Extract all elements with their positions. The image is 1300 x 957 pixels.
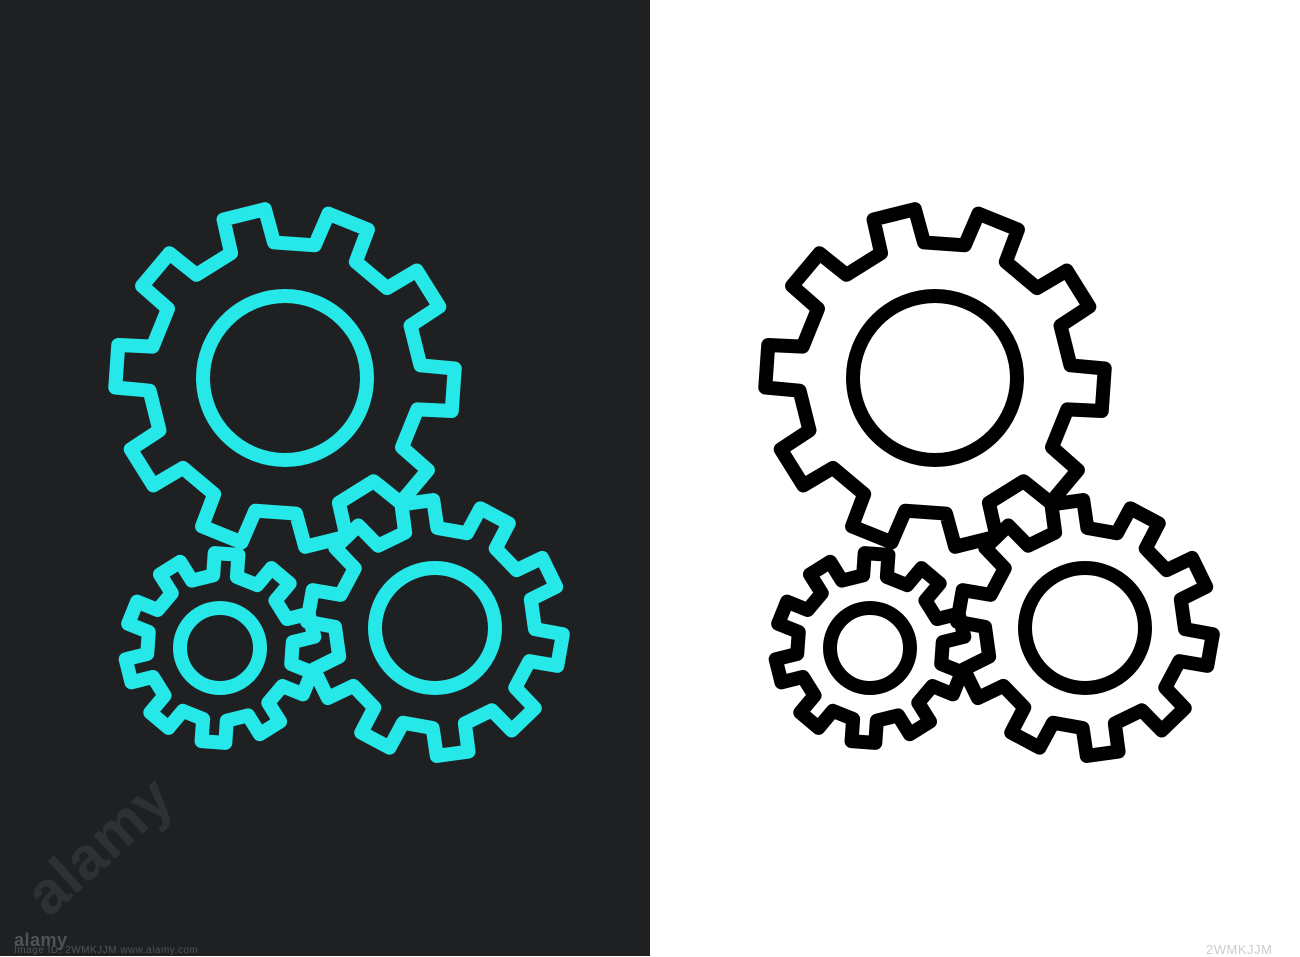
small-gear	[109, 537, 331, 764]
medium-gear	[941, 484, 1229, 777]
watermark-image-id: Image ID: 2WMKJJM www.alamy.com	[14, 945, 198, 956]
watermark-diagonal-left: alamy	[12, 762, 186, 929]
gear-cluster-dark	[75, 198, 555, 758]
medium-gear-icon	[291, 484, 579, 772]
dark-panel: alamy	[0, 0, 650, 956]
watermark-stamp-id: 2WMKJJM	[1206, 942, 1272, 957]
gear-cluster-light	[725, 198, 1205, 758]
small-gear	[759, 537, 981, 764]
small-gear-icon	[109, 537, 331, 759]
small-gear-icon	[759, 537, 981, 759]
medium-gear	[291, 484, 579, 777]
medium-gear-icon	[941, 484, 1229, 772]
light-panel: alamy	[650, 0, 1300, 956]
